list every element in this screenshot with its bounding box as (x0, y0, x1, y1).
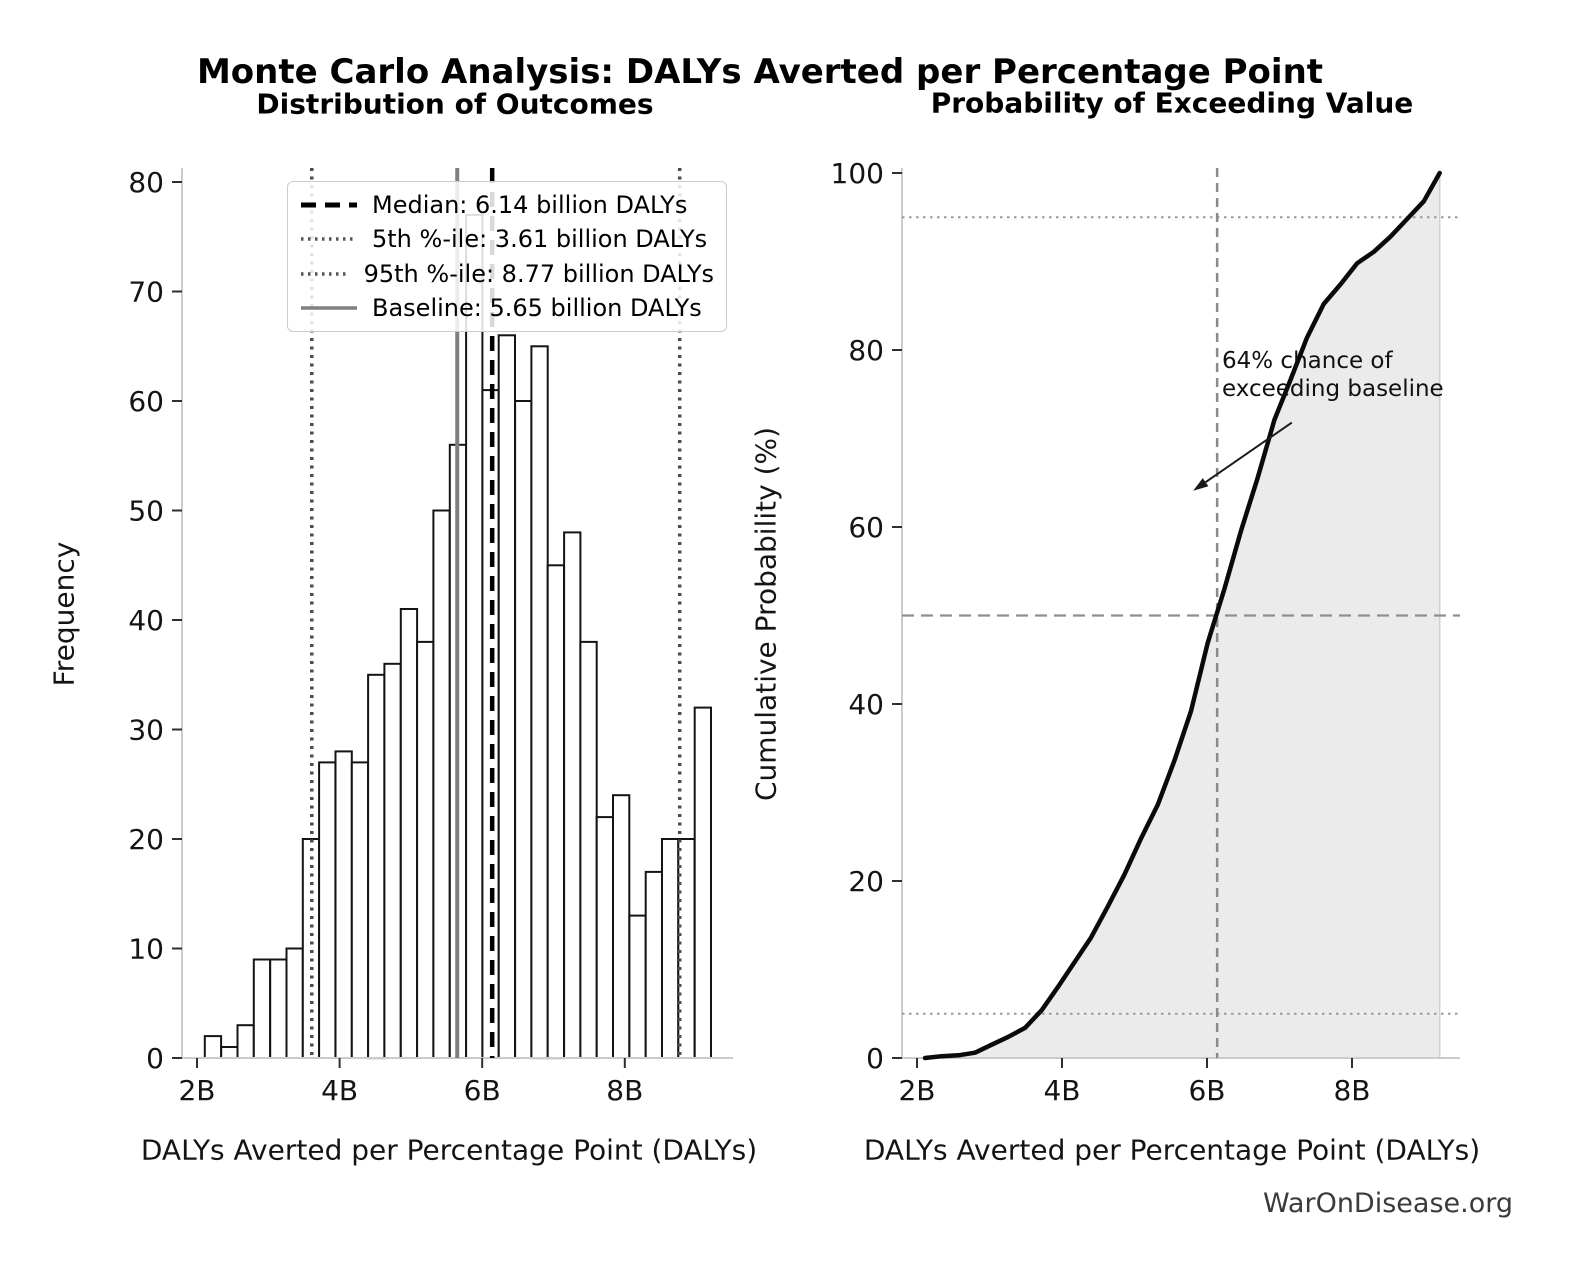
histogram-bar (465, 213, 484, 1059)
right-y-tick-label: 80 (848, 334, 884, 367)
watermark: WarOnDisease.org (1262, 1188, 1513, 1219)
histogram-bar (497, 334, 517, 1059)
cdf-fill-area (925, 173, 1440, 1058)
left-subplot-title: Distribution of Outcomes (256, 87, 654, 121)
histogram-bar (612, 794, 631, 1059)
right-x-tick-label: 8B (1333, 1074, 1370, 1107)
histogram-bar (677, 838, 696, 1059)
left-x-tick-label: 4B (321, 1074, 358, 1107)
histogram-bar (236, 1024, 255, 1059)
left-y-tick-label: 30 (128, 714, 164, 747)
legend-item-label: Median: 6.14 billion DALYs (372, 191, 688, 220)
annotation-arrow-shaft (1204, 421, 1293, 484)
right-y-tick-label: 0 (866, 1042, 884, 1075)
right-x-tick-label: 2B (898, 1074, 935, 1107)
right-y-tick-label: 40 (848, 688, 884, 721)
histogram-bar (334, 750, 353, 1060)
legend: Median: 6.14 billion DALYs 5th %-ile: 3.6… (287, 181, 727, 332)
histogram-bar (399, 608, 419, 1059)
left-y-tick-label: 50 (128, 495, 164, 528)
histogram-bar (530, 345, 549, 1060)
histogram-bar (383, 662, 402, 1059)
right-y-tick-label: 20 (848, 865, 884, 898)
left-y-tick-label: 40 (128, 604, 164, 637)
right-y-tick-label: 100 (831, 157, 884, 190)
left-y-tick-label: 70 (128, 276, 164, 309)
cdf-curve (922, 170, 1442, 1061)
histogram-bar (432, 509, 451, 1059)
right-x-tick-label: 6B (1188, 1074, 1225, 1107)
histogram-bar (546, 564, 566, 1060)
figure-title: Monte Carlo Analysis: DALYs Averted per … (196, 52, 1324, 92)
left-xaxis-label: DALYs Averted per Percentage Point (DALY… (140, 1133, 758, 1167)
left-x-tick-label: 2B (178, 1074, 215, 1107)
legend-item: Median: 6.14 billion DALYs (300, 191, 714, 219)
left-x-tick-label: 6B (464, 1074, 501, 1107)
histogram-bar (693, 706, 713, 1059)
frequency-axis-label: Frequency (47, 541, 81, 687)
left-y-tick-label: 20 (128, 823, 164, 856)
histogram-bar (579, 640, 598, 1060)
cdf-annotation: 64% chance of exceeding baseline (1222, 347, 1444, 403)
left-y-tick-label: 80 (128, 166, 164, 199)
histogram-bar (220, 1046, 239, 1059)
right-xaxis-label: DALYs Averted per Percentage Point (DALY… (863, 1133, 1481, 1167)
legend-item: Baseline: 5.65 billion DALYs (300, 294, 714, 322)
histogram-bar (595, 816, 615, 1059)
legend-item: 95th %-ile: 8.77 billion DALYs (300, 260, 714, 288)
right-x-tick-label: 4B (1043, 1074, 1080, 1107)
cdf-annotation-line1: 64% chance of (1222, 348, 1393, 374)
legend-item: 5th %-ile: 3.61 billion DALYs (300, 225, 714, 253)
histogram-bar (301, 838, 321, 1059)
legend-item-label: Baseline: 5.65 billion DALYs (372, 293, 702, 322)
histogram-bar (318, 761, 337, 1060)
legend-line-sample-icon (301, 202, 357, 208)
left-y-tick-label: 0 (146, 1042, 164, 1075)
legend-line-sample-icon (301, 306, 357, 310)
histogram-bar (367, 673, 386, 1060)
legend-item-label: 5th %-ile: 3.61 billion DALYs (372, 225, 708, 254)
left-y-tick-label: 60 (128, 385, 164, 418)
left-x-tick-label: 8B (606, 1074, 643, 1107)
histogram-bar (644, 870, 664, 1060)
cumulative-probability-axis-label: Cumulative Probability (%) (749, 426, 783, 802)
annotation-arrow-head (1193, 478, 1209, 491)
histogram-bar (628, 914, 647, 1059)
right-y-tick-label: 60 (848, 511, 884, 544)
histogram-bar (563, 531, 582, 1059)
right-subplot-title: Probability of Exceeding Value (930, 86, 1414, 120)
left-y-tick-label: 10 (128, 933, 164, 966)
histogram-bar (350, 761, 370, 1060)
legend-line-sample-icon (301, 237, 357, 242)
legend-line-sample-icon (301, 271, 350, 276)
histogram-bar (285, 947, 304, 1059)
legend-item-label: 95th %-ile: 8.77 billion DALYs (363, 259, 714, 288)
histogram-bar (269, 958, 288, 1059)
histogram-bar (661, 838, 680, 1059)
histogram-bar (514, 400, 533, 1059)
cdf-annotation-line2: exceeding baseline (1222, 376, 1444, 402)
histogram-bar (416, 640, 435, 1060)
histogram-bar (252, 958, 272, 1059)
histogram-bar (203, 1035, 223, 1059)
